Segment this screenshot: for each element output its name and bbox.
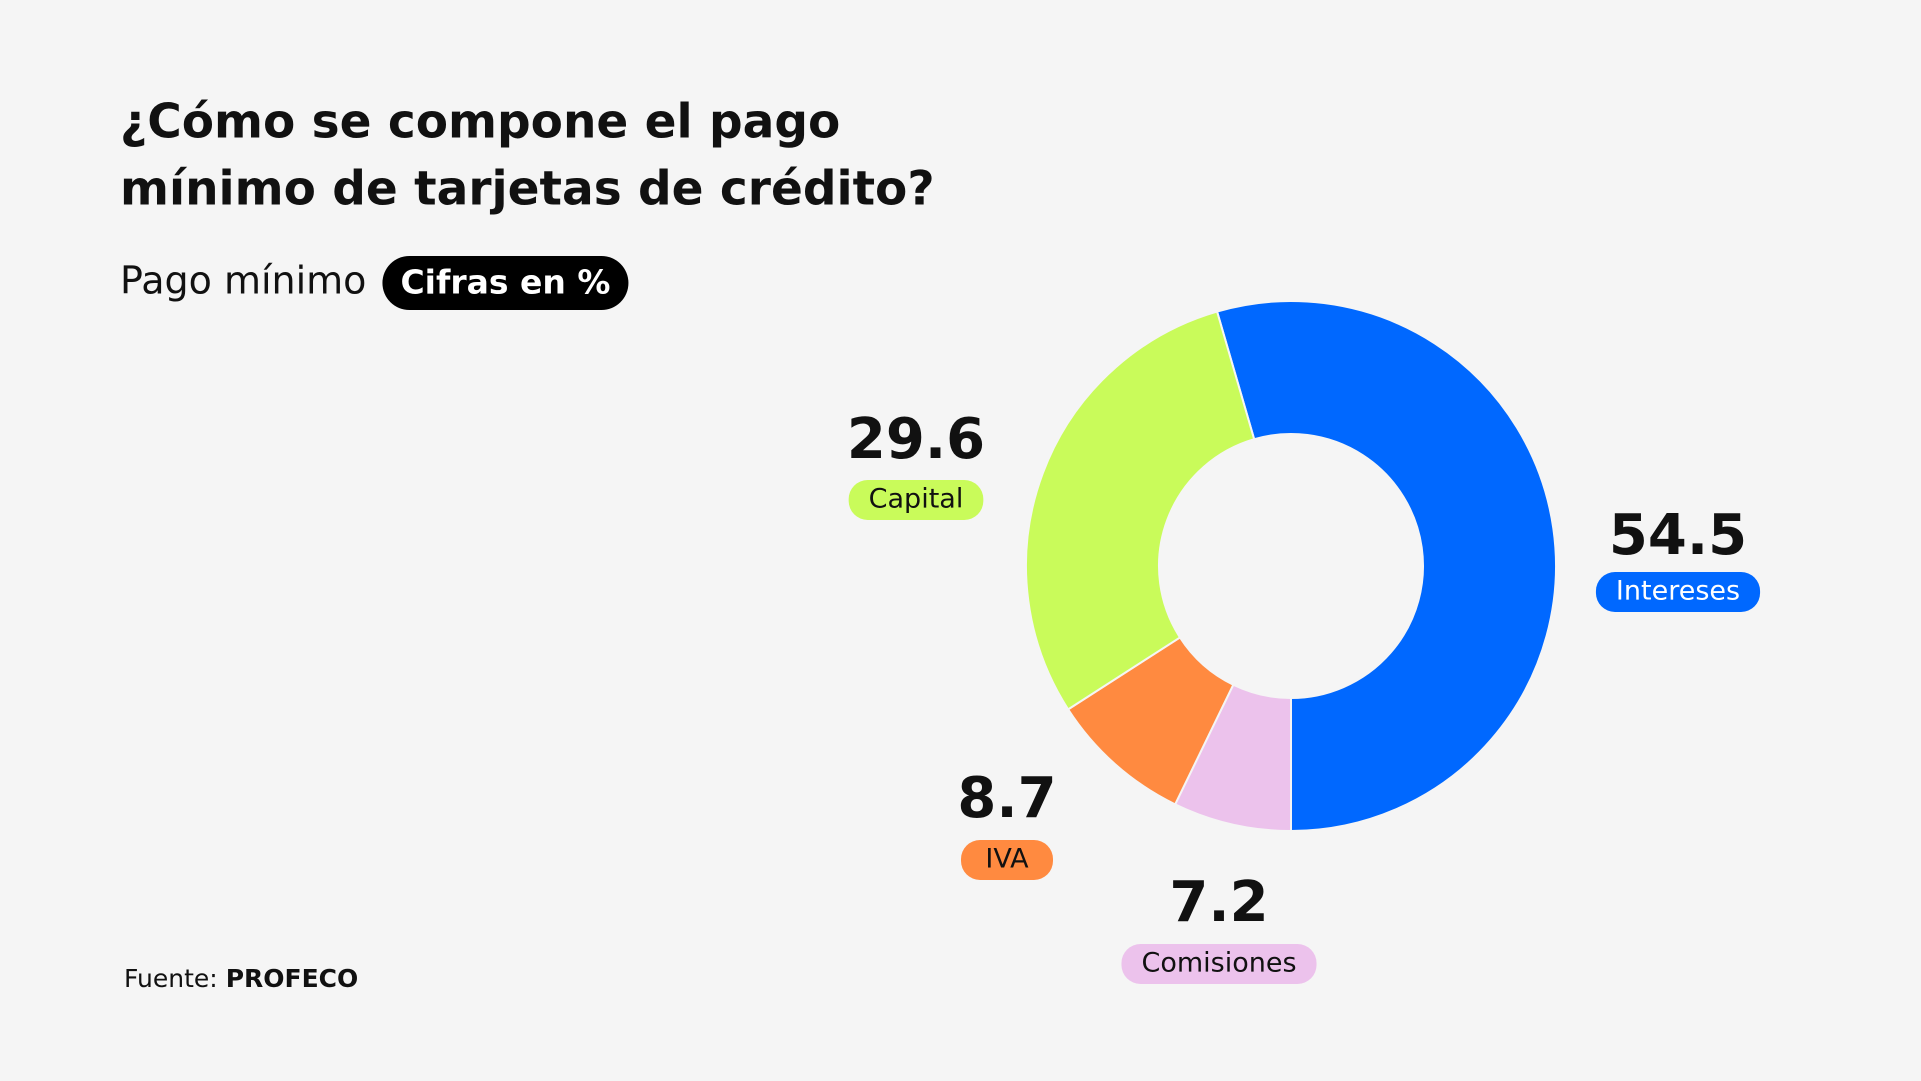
unit-badge: Cifras en %	[400, 263, 610, 302]
category-pill	[961, 840, 1053, 880]
category-pill	[1595, 572, 1761, 612]
unit-badge-bg	[382, 256, 629, 310]
value-label: 7.2	[1169, 870, 1268, 935]
category-pill	[848, 480, 984, 520]
chart-title: mínimo de tarjetas de crédito?	[120, 162, 935, 217]
source-label: Fuente:	[124, 964, 218, 993]
value-label: 29.6	[847, 407, 985, 472]
category-pill	[1121, 944, 1317, 984]
donut-slice	[1025, 310, 1256, 711]
value-label: 8.7	[957, 766, 1056, 831]
chart-title: ¿Cómo se compone el pago	[120, 95, 840, 150]
category-label: Comisiones	[1141, 948, 1296, 979]
source: PROFECO	[226, 964, 359, 993]
category-label: IVA	[985, 844, 1029, 875]
value-label: 54.5	[1609, 503, 1747, 568]
category-label: Capital	[869, 484, 964, 515]
donut-slice	[1215, 300, 1557, 833]
subtitle: Pago mínimo	[120, 259, 366, 303]
category-label: Intereses	[1616, 576, 1740, 607]
